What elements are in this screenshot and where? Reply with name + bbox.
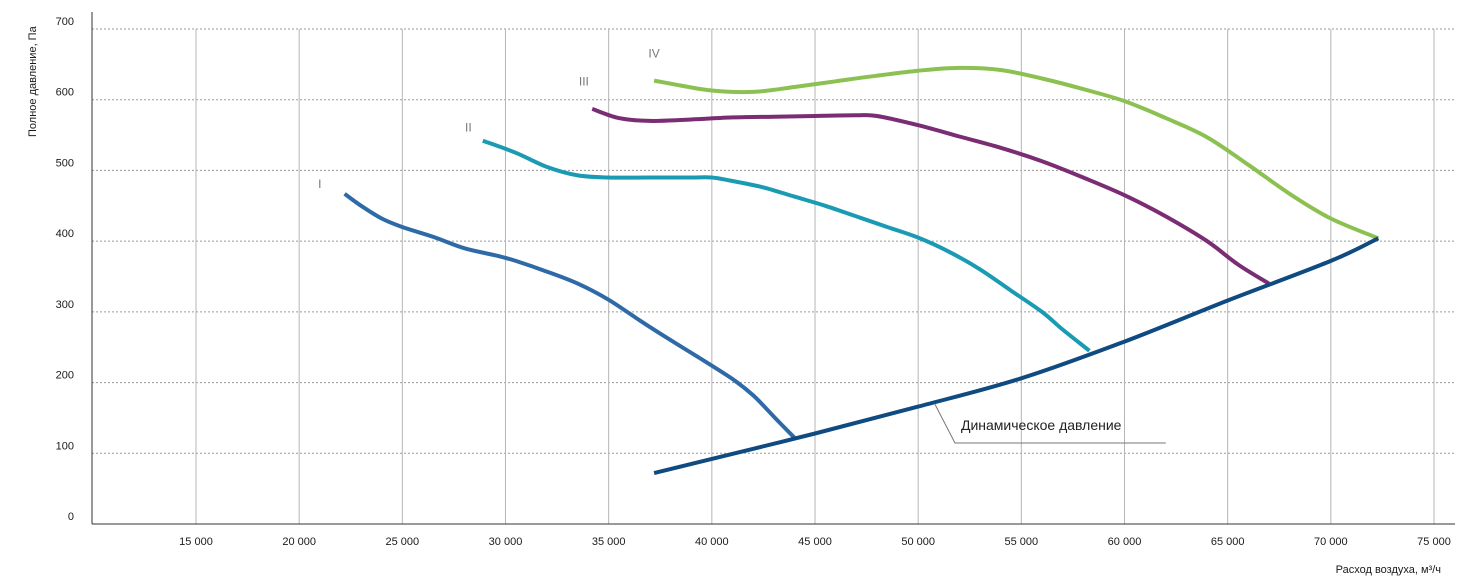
- grid: [92, 29, 1455, 524]
- series-layer: [345, 68, 1379, 473]
- annotation-label: Динамическое давление: [961, 417, 1122, 433]
- annotation-layer: Динамическое давление: [935, 404, 1166, 443]
- y-tick-label: 300: [56, 299, 74, 311]
- y-tick-label: 200: [56, 370, 74, 382]
- series-dynamic-pressure-line: [654, 238, 1378, 473]
- curve-label: IV: [648, 46, 659, 60]
- x-tick-label: 45 000: [798, 536, 832, 548]
- y-tick-label: 600: [56, 87, 74, 99]
- curve-label: I: [318, 177, 321, 191]
- y-tick-label: 500: [56, 157, 74, 169]
- y-tick-label: 400: [56, 228, 74, 240]
- x-tick-label: 70 000: [1314, 536, 1348, 548]
- x-tick-label: 60 000: [1108, 536, 1142, 548]
- x-tick-label: 25 000: [386, 536, 420, 548]
- x-tick-label: 40 000: [695, 536, 729, 548]
- x-tick-label: 30 000: [489, 536, 523, 548]
- curve-label: II: [465, 121, 472, 135]
- x-tick-label: 20 000: [282, 536, 316, 548]
- x-tick-label: 15 000: [179, 536, 213, 548]
- series-iii-line: [592, 109, 1269, 284]
- x-tick-label: 50 000: [901, 536, 935, 548]
- x-tick-label: 75 000: [1417, 536, 1451, 548]
- x-axis-label: Расход воздуха, м³/ч: [1336, 564, 1441, 576]
- y-tick-label: 0: [68, 511, 74, 523]
- x-tick-label: 65 000: [1211, 536, 1245, 548]
- x-tick-label: 55 000: [1005, 536, 1039, 548]
- y-axis-label: Полное давление, Па: [27, 25, 39, 137]
- x-tick-label: 35 000: [592, 536, 626, 548]
- tick-labels: 0 100 200 300 400 500 600 700 15 000 20 000 25 000…: [56, 16, 1451, 548]
- y-tick-label: 100: [56, 440, 74, 452]
- series-i-line: [345, 194, 795, 438]
- curve-label: III: [579, 75, 589, 89]
- series-ii-line: [483, 141, 1090, 351]
- y-tick-label: 700: [56, 16, 74, 28]
